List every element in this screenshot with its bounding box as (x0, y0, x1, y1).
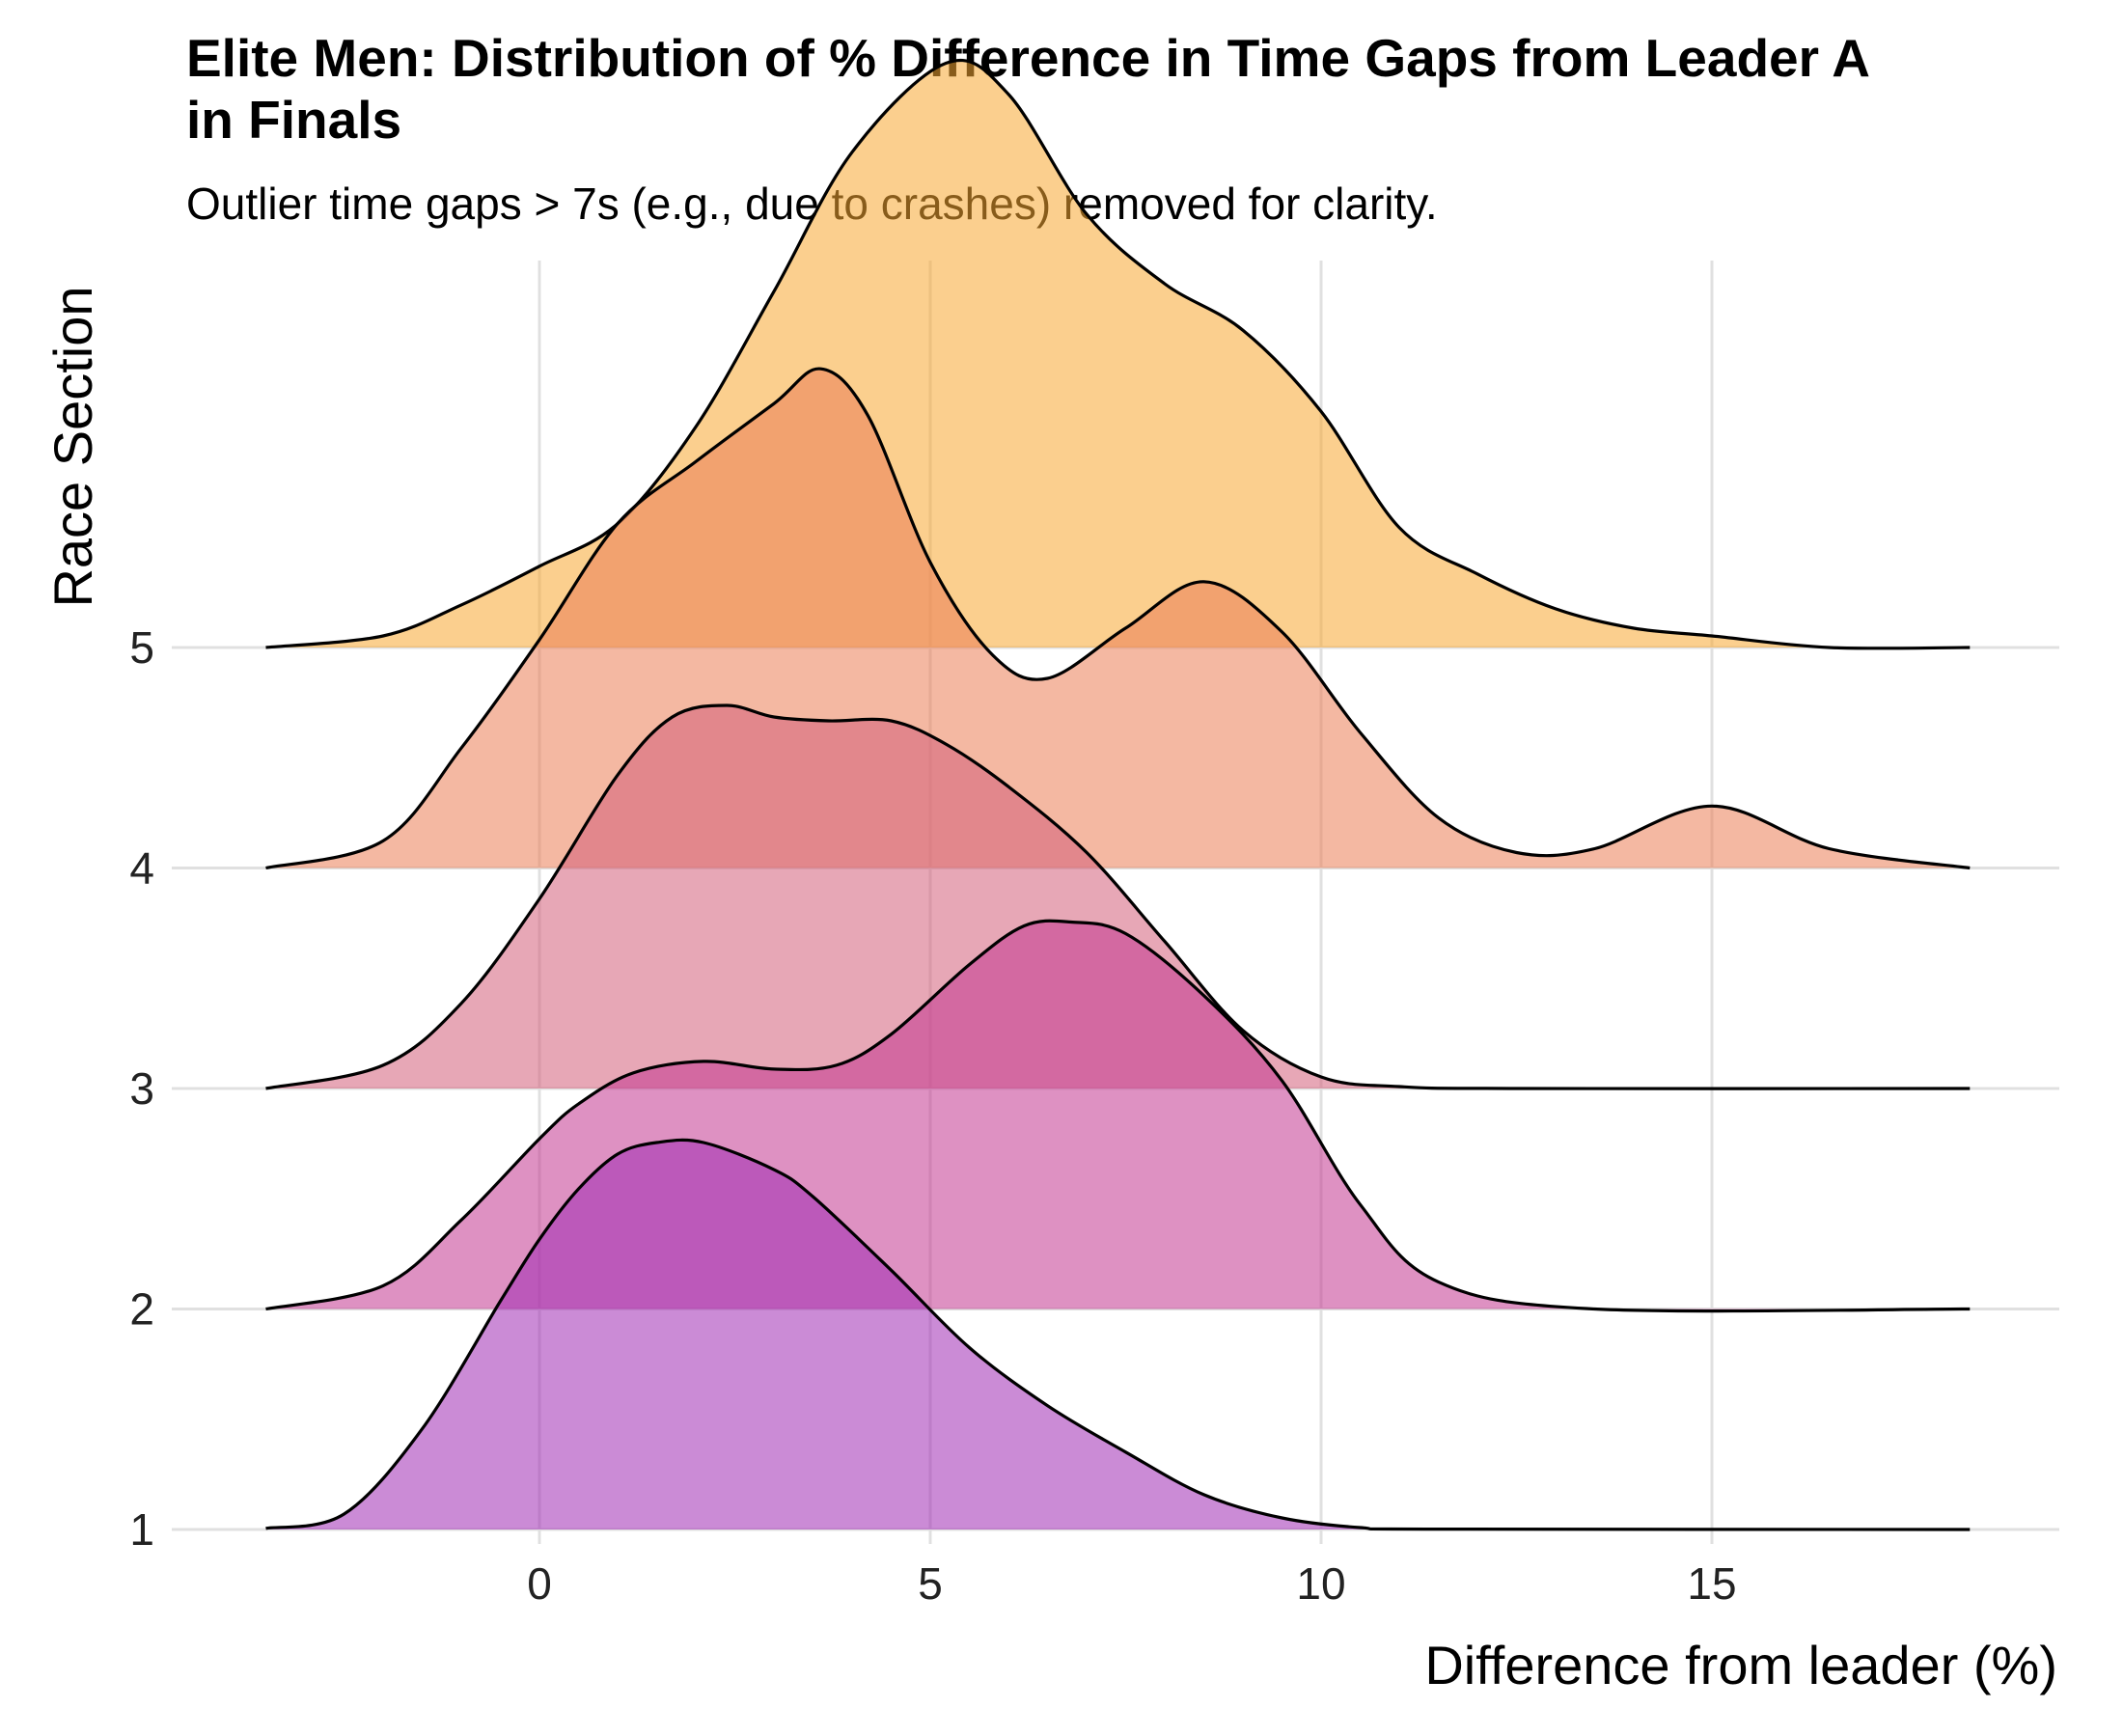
ridge-fill-1 (265, 1140, 1971, 1529)
chart-title-line-2: in Finals (186, 90, 402, 150)
x-tick-label: 0 (527, 1558, 552, 1609)
y-tick-label: 3 (129, 1063, 154, 1114)
ridge-outline-5 (265, 58, 1971, 650)
x-tick-label: 10 (1296, 1558, 1345, 1609)
ridge-outline-1 (265, 1138, 1971, 1531)
chart-title: Elite Men: Distribution of % Difference … (186, 27, 2123, 151)
ridge-layer (265, 58, 1971, 1531)
y-axis-label: Race Section (42, 286, 103, 607)
y-tick-label: 4 (129, 843, 154, 894)
y-tick-label: 5 (129, 622, 154, 673)
ridge-outline-4 (265, 367, 1971, 870)
ridge-section-5 (265, 58, 1971, 650)
tick-layer: 0 5 10 15 1 2 3 4 5 (129, 622, 1736, 1609)
x-axis-label: Difference from leader (%) (1424, 1635, 2057, 1695)
ridge-fill-3 (265, 705, 1971, 1089)
ridge-section-3 (265, 703, 1971, 1090)
ridge-outline-3 (265, 703, 1971, 1090)
chart-title-line-1: Elite Men: Distribution of % Difference … (186, 28, 1870, 88)
ridge-fill-5 (265, 60, 1971, 648)
y-tick-label: 2 (129, 1284, 154, 1335)
y-tick-label: 1 (129, 1504, 154, 1555)
ridge-outline-2 (265, 919, 1971, 1313)
ridge-section-1 (265, 1138, 1971, 1531)
x-tick-label: 5 (918, 1558, 943, 1609)
x-tick-label: 15 (1687, 1558, 1736, 1609)
